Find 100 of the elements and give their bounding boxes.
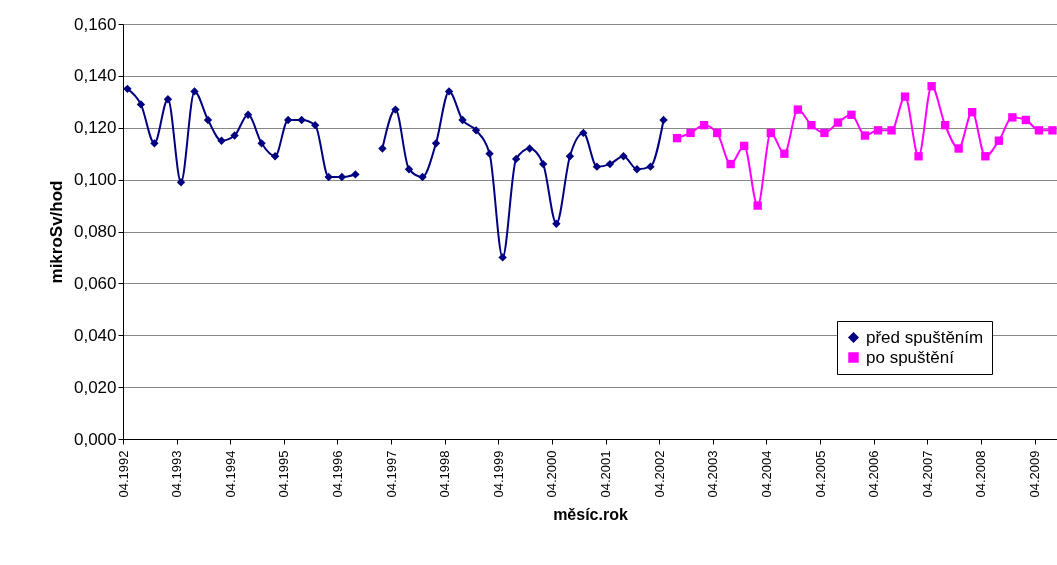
point (605, 159, 615, 169)
x-tick-label: 04.1997 (383, 450, 399, 498)
point (525, 144, 534, 153)
point (981, 152, 990, 161)
x-tick-label: 04.1996 (329, 450, 345, 498)
point (753, 201, 762, 210)
point (351, 170, 360, 179)
point (699, 120, 709, 130)
x-tick-label: 04.2004 (758, 450, 774, 498)
x-tick-label: 04.2003 (705, 450, 721, 498)
point (672, 133, 682, 143)
point (176, 178, 186, 187)
point (726, 159, 735, 169)
x-tick-label: 04.2008 (973, 450, 989, 498)
point (807, 120, 816, 130)
x-tick-label: 04.2002 (651, 450, 667, 498)
point (458, 115, 467, 125)
point (1021, 115, 1031, 125)
point (793, 105, 803, 114)
point (337, 172, 347, 182)
point (283, 115, 293, 125)
x-tick-label: 04.2005 (812, 450, 828, 498)
point (1008, 113, 1017, 122)
y-tick-label: 0,100 (73, 170, 117, 190)
x-tick-label: 04.2007 (919, 450, 935, 498)
point (538, 159, 548, 169)
x-tick-label: 04.1998 (437, 450, 453, 498)
point (123, 84, 132, 94)
x-tick-label: 04.2001 (598, 450, 614, 498)
point (927, 82, 936, 91)
point (954, 144, 963, 153)
point (217, 136, 226, 145)
y-tick-label: 0,040 (73, 325, 117, 345)
point (404, 165, 414, 174)
point (833, 118, 843, 127)
point (873, 126, 883, 135)
point (686, 128, 695, 138)
y-tick-label: 0,080 (73, 222, 117, 241)
point (967, 108, 977, 117)
point (646, 162, 655, 171)
point (780, 149, 789, 158)
point (632, 165, 642, 174)
point (378, 144, 387, 153)
point (136, 100, 146, 109)
y-tick-label: 0,120 (73, 118, 117, 138)
legend-label: před spuštěním (866, 327, 984, 347)
point (498, 253, 507, 262)
point (391, 105, 400, 114)
x-tick-label: 04.1993 (169, 450, 185, 498)
y-tick-label: 0,020 (73, 377, 117, 397)
point (150, 139, 159, 148)
point (900, 92, 910, 101)
point (324, 172, 333, 182)
x-axis-title: měsíc.rok (553, 506, 628, 524)
point (860, 131, 870, 140)
point (418, 172, 427, 182)
point (820, 128, 829, 138)
x-tick-label: 04.1999 (490, 450, 506, 498)
point (592, 162, 602, 171)
point (1034, 126, 1044, 135)
point (310, 120, 320, 130)
y-tick-label: 0,140 (73, 66, 117, 86)
x-tick-label: 04.1994 (222, 450, 238, 498)
x-tick-label: 04.1995 (276, 450, 292, 498)
point (511, 154, 521, 164)
point (994, 136, 1004, 145)
x-tick-label: 04.2009 (1027, 450, 1043, 498)
x-tick-label: 04.2000 (544, 450, 560, 498)
point (739, 141, 749, 151)
point (579, 128, 588, 138)
point (230, 131, 239, 140)
y-axis-title: mikroSv/hod (46, 180, 66, 284)
point (243, 110, 253, 119)
point (552, 219, 561, 228)
y-tick-label: 0,060 (73, 273, 117, 293)
point (203, 115, 213, 125)
point (565, 152, 575, 161)
point (297, 115, 306, 125)
x-tick-label: 04.1992 (115, 450, 131, 498)
point (1048, 126, 1057, 135)
point (712, 128, 722, 138)
point (940, 120, 950, 130)
point (163, 95, 173, 104)
point (257, 139, 266, 148)
point (887, 126, 896, 135)
y-tick-label: 0,160 (73, 14, 117, 34)
point (914, 152, 923, 161)
point (190, 87, 199, 96)
point (766, 128, 776, 138)
point (431, 139, 441, 148)
point (659, 115, 668, 125)
point (471, 126, 481, 135)
x-tick-label: 04.2006 (866, 450, 882, 498)
point (485, 149, 494, 158)
legend-label: po spuštění (866, 347, 955, 367)
point (270, 152, 280, 161)
point (444, 87, 454, 96)
y-tick-label: 0,000 (73, 429, 117, 449)
point (847, 110, 856, 119)
point (619, 152, 628, 161)
